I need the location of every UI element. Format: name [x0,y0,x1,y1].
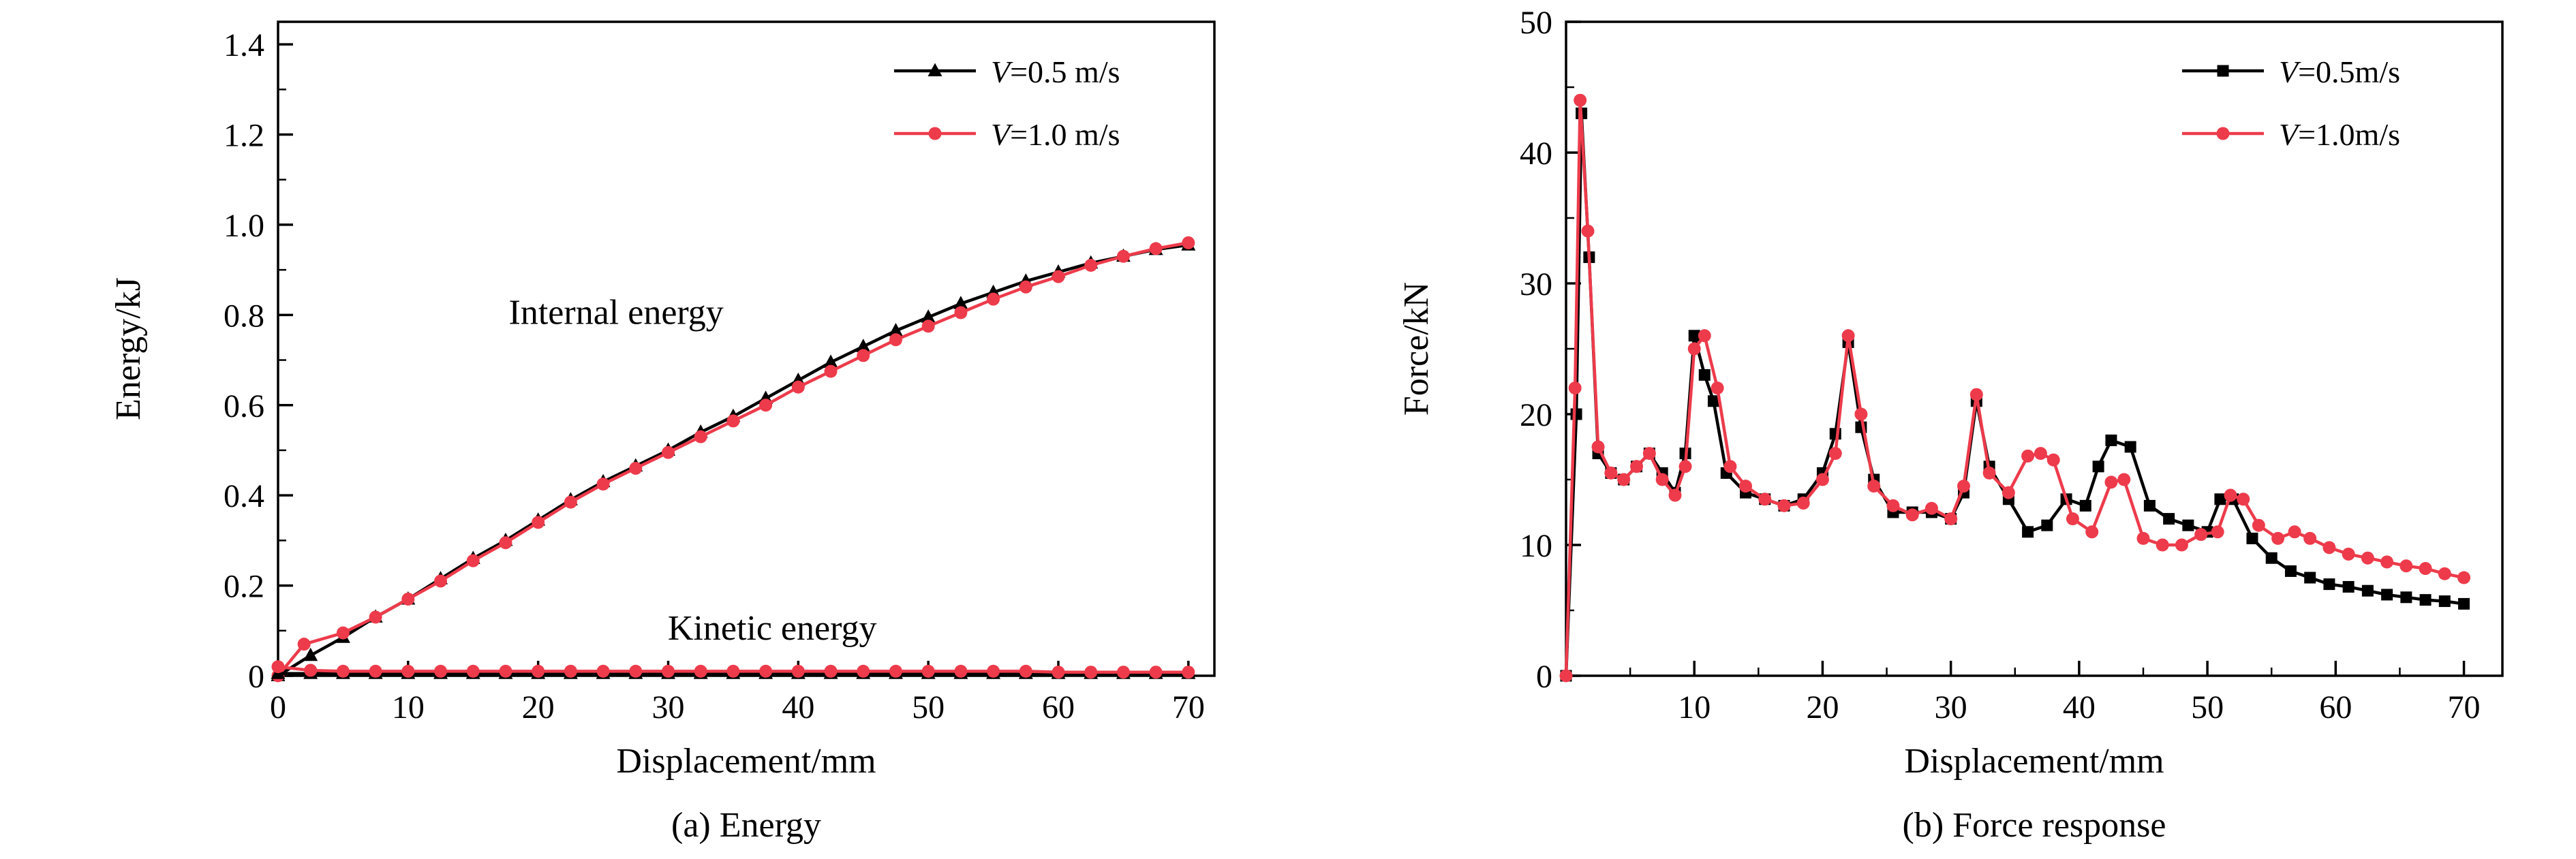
y-tick-label: 50 [1520,5,1552,41]
x-tick-label: 70 [1172,689,1205,725]
y-tick-label: 0.2 [224,569,264,605]
y-tick-label: 0 [248,659,264,695]
series-force-v1.0 [1559,93,2471,683]
annotation: Internal energy [509,294,724,332]
y-tick-label: 0.4 [224,478,264,514]
force-chart-svg: 10 20 30 40 50 60 70 0 10 20 30 40 50 Displacement/mm… [1397,5,2504,845]
y-axis-label: Energy/kJ [109,277,148,420]
axes-ticks: 0 10 20 30 40 50 60 70 0 0.2 0.4 0.6 0.8 1.0 1.2 1.4 [224,27,1205,725]
x-tick-label: 30 [1935,689,1967,725]
series-kinetic-energy-v1.0 [271,660,1195,679]
x-tick-label: 70 [2448,689,2481,725]
y-tick-label: 0.8 [224,298,264,334]
x-tick-label: 30 [652,689,685,725]
y-tick-label: 0 [1536,659,1552,695]
x-tick-label: 20 [1806,689,1839,725]
series-force-v0.5 [1560,107,2470,682]
y-axis-label: Force/kN [1397,282,1436,416]
y-tick-label: 0.6 [224,388,264,424]
x-tick-label: 60 [2319,689,2352,725]
x-tick-label: 40 [2063,689,2096,725]
x-tick-label: 50 [912,689,945,725]
x-tick-label: 40 [782,689,814,725]
energy-chart: 0 10 20 30 40 50 60 70 0 0.2 0.4 0.6 0.8 1.0 1.2 1.4 Dis… [109,20,1216,845]
x-tick-label: 10 [1678,689,1711,725]
chart-caption: (b) Force response [1903,806,2166,845]
x-axis-label: Displacement/mm [616,742,876,781]
force-chart: 10 20 30 40 50 60 70 0 10 20 30 40 50 Displacement/mm… [1288,0,2576,859]
series-line [1564,112,2466,678]
energy-chart-svg: 0 10 20 30 40 50 60 70 0 0.2 0.4 0.6 0.8 1.0 1.2 1.4 Dis… [109,20,1216,845]
series-internal-energy-v1.0 [271,236,1195,683]
plot-box [277,20,1216,677]
y-tick-label: 20 [1520,397,1552,433]
legend: V=0.5m/s V=1.0m/s [2182,54,2400,152]
x-tick-label: 10 [392,689,425,725]
y-tick-label: 30 [1520,266,1552,302]
y-tick-label: 1.2 [224,118,264,154]
y-tick-label: 1.0 [224,208,264,244]
y-tick-label: 10 [1520,528,1552,564]
y-tick-label: 1.4 [224,27,264,63]
chart-caption: (a) Energy [671,806,821,845]
legend-label: V=0.5m/s [2279,54,2400,89]
x-tick-label: 20 [522,689,555,725]
legend: V=0.5 m/s V=1.0 m/s [894,54,1120,152]
legend-label: V=1.0 m/s [991,117,1120,152]
y-tick-label: 40 [1520,136,1552,172]
axes-ticks: 10 20 30 40 50 60 70 0 10 20 30 40 50 [1520,5,2481,725]
x-axis-label: Displacement/mm [1904,742,2164,781]
legend-label: V=0.5 m/s [991,54,1120,89]
x-tick-label: 60 [1042,689,1075,725]
x-tick-label: 0 [270,689,286,725]
legend-label: V=1.0m/s [2279,117,2400,152]
annotation: Kinetic energy [668,609,877,648]
x-tick-label: 50 [2191,689,2224,725]
